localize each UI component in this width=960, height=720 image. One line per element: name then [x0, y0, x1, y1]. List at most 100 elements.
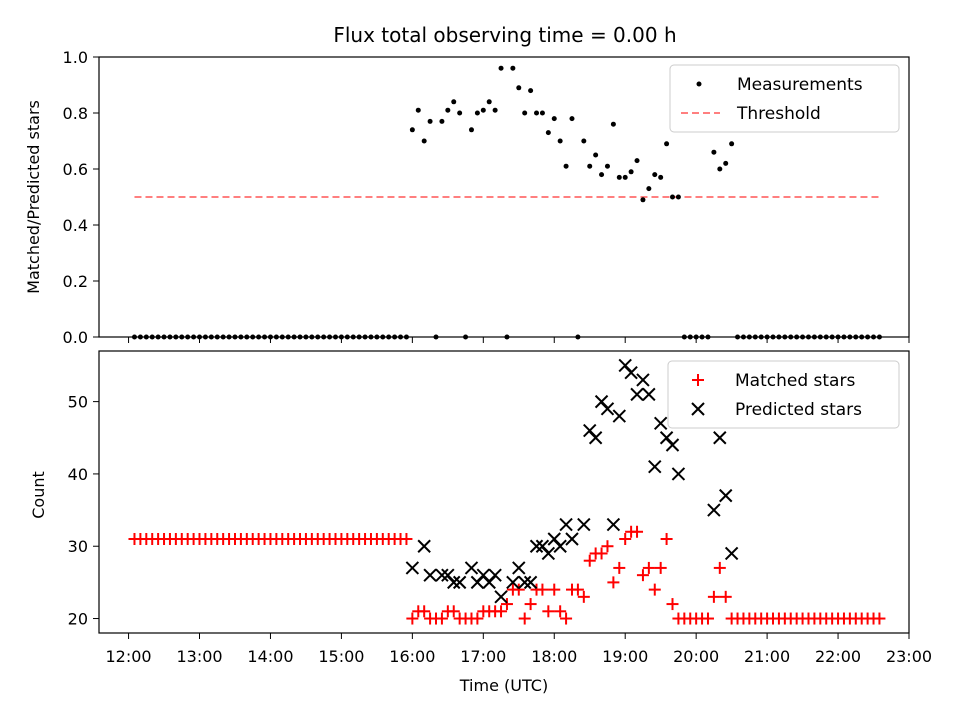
bottom-legend-box — [667, 360, 900, 429]
measurement-point — [486, 99, 492, 105]
x-tick-label: 22:00 — [815, 647, 861, 666]
matched-star-point — [435, 612, 448, 625]
measurement-point — [539, 110, 545, 116]
matched-star-point — [524, 598, 537, 611]
matched-star-point — [500, 598, 513, 611]
x-tick-label: 21:00 — [744, 647, 790, 666]
measurement-point — [445, 107, 451, 113]
measurement-point — [616, 174, 622, 180]
predicted-star-point — [541, 546, 556, 561]
measurement-point — [451, 99, 457, 105]
bottom-y-axis-label: Count — [29, 471, 48, 519]
measurement-point — [569, 116, 575, 122]
matched-star-point — [654, 561, 667, 574]
measurement-point — [628, 169, 634, 175]
matched-star-point — [595, 547, 608, 560]
measurement-point — [534, 110, 540, 116]
measurement-point — [457, 110, 463, 116]
predicted-star-point — [523, 575, 538, 590]
top-y-tick-label: 0.8 — [63, 104, 88, 123]
measurement-point — [675, 194, 681, 200]
measurement-point — [474, 110, 480, 116]
top-plot-frame — [98, 56, 910, 338]
matched-star-point — [571, 583, 584, 596]
matched-star-point — [636, 569, 649, 582]
matched-star-point — [713, 561, 726, 574]
legend-predicted-label: Predicted stars — [735, 400, 862, 420]
matched-star-point — [583, 554, 596, 567]
bottom-y-tick-label: 40 — [68, 465, 88, 484]
bottom-plot-frame — [98, 350, 910, 634]
matched-star-point — [619, 533, 632, 545]
x-tick-label: 18:00 — [531, 647, 577, 666]
legend-threshold-label: Threshold — [736, 104, 821, 124]
predicted-star-point — [405, 561, 420, 575]
measurement-point — [634, 158, 640, 164]
top-legend: Measurements Threshold — [669, 64, 900, 133]
matched-star-point — [666, 598, 679, 611]
matched-star-point — [471, 612, 484, 625]
matched-star-point — [542, 605, 555, 618]
predicted-star-point — [452, 575, 467, 590]
matched-star-point — [660, 533, 673, 545]
top-panel: Flux total observing time = 0.00 h 0.00.… — [24, 23, 910, 347]
predicted-star-point — [665, 438, 680, 452]
predicted-star-point — [488, 568, 502, 582]
measurement-point — [528, 88, 534, 94]
predicted-star-point — [606, 517, 621, 532]
x-tick-label: 20:00 — [673, 647, 719, 666]
top-plot-area: 0.0 0.2 0.4 0.6 0.8 1.0 — [63, 48, 910, 347]
bottom-legend: Matched stars Predicted stars — [667, 360, 900, 429]
x-tick-label: 16:00 — [389, 647, 435, 666]
x-tick-label: 13:00 — [176, 647, 222, 666]
measurement-point — [480, 107, 486, 113]
matched-star-point — [495, 605, 508, 618]
measurement-point — [498, 65, 504, 71]
predicted-star-point — [624, 365, 638, 380]
matched-star-point — [701, 612, 714, 625]
bottom-y-tick-label: 30 — [68, 537, 88, 556]
measurement-point — [421, 138, 427, 144]
matched-star-point — [601, 540, 614, 553]
x-tick-label: 17:00 — [460, 647, 506, 666]
measurement-point — [610, 121, 616, 127]
measurement-point — [581, 138, 587, 144]
predicted-star-point — [512, 561, 526, 575]
measurement-point — [599, 172, 605, 178]
matched-star-point — [648, 583, 661, 596]
measurement-point — [593, 152, 599, 158]
x-tick-label: 19:00 — [602, 647, 648, 666]
matched-star-point — [518, 612, 531, 625]
measurement-point — [646, 186, 652, 192]
matched-star-point — [642, 561, 655, 574]
matched-star-point — [873, 612, 886, 625]
matched-star-point — [447, 605, 460, 618]
matched-star-point — [607, 576, 620, 589]
chart-title: Flux total observing time = 0.00 h — [333, 23, 676, 47]
predicted-star-point — [517, 575, 532, 590]
bottom-panel: 12:00 13:00 14:00 15:00 16:00 17:00 18:00 19:00… — [29, 350, 932, 695]
predicted-star-point — [648, 459, 662, 474]
measurement-point — [557, 138, 563, 144]
measurement-point — [723, 160, 729, 166]
measurement-point — [551, 116, 557, 122]
legend-measurements-marker — [696, 81, 702, 87]
measurement-point — [604, 163, 610, 169]
legend-matched-marker — [692, 374, 704, 386]
matched-star-point — [512, 583, 525, 596]
predicted-star-point — [724, 546, 739, 561]
measurement-point — [652, 172, 658, 178]
bottom-plot-area: 12:00 13:00 14:00 15:00 16:00 17:00 18:00 19:00… — [68, 358, 932, 666]
measurement-point — [409, 127, 415, 133]
x-tick-label: 12:00 — [106, 647, 152, 666]
x-tick-label: 15:00 — [318, 647, 364, 666]
bottom-y-tick-label: 50 — [68, 393, 88, 412]
matched-star-point — [400, 533, 413, 545]
predicted-star-point — [671, 467, 686, 481]
matched-star-point — [418, 605, 431, 618]
measurement-point — [439, 118, 445, 124]
matched-star-point — [536, 583, 549, 596]
predicted-star-point — [612, 409, 626, 423]
predicted-star-point — [719, 488, 733, 503]
